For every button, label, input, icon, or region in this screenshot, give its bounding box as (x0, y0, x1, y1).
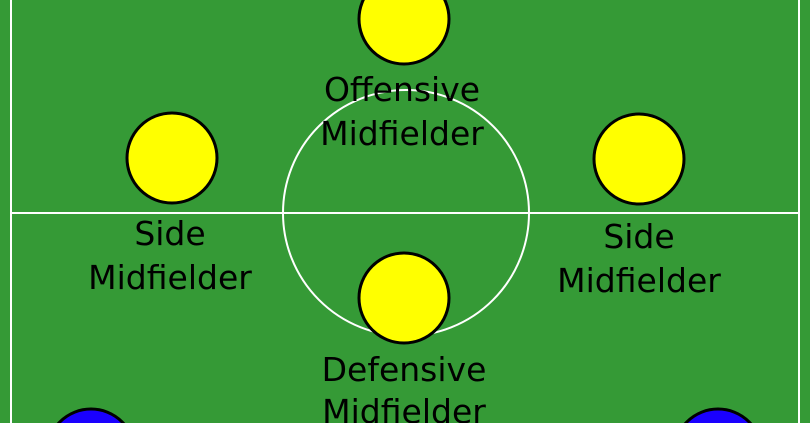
defensive-midfielder-token (357, 251, 451, 345)
side-midfielder-left-label-line1: Side (134, 214, 205, 253)
side-midfielder-left-label-line2: Midfielder (88, 258, 252, 297)
offensive-midfielder-label-line1: Offensive (324, 70, 480, 109)
defender-right-token (683, 407, 753, 423)
offensive-midfielder-token (357, 0, 451, 66)
defensive-midfielder-label-line1: Defensive (322, 350, 487, 389)
side-midfielder-left-token (125, 111, 219, 205)
defensive-midfielder-label-line2: Midfielder (322, 392, 486, 423)
side-midfielder-right-label-line1: Side (603, 217, 674, 256)
defender-left-token (56, 407, 126, 423)
side-midfielder-right-token (592, 112, 686, 206)
side-midfielder-right-label-line2: Midfielder (557, 261, 721, 300)
offensive-midfielder-label-line2: Midfielder (320, 114, 484, 153)
